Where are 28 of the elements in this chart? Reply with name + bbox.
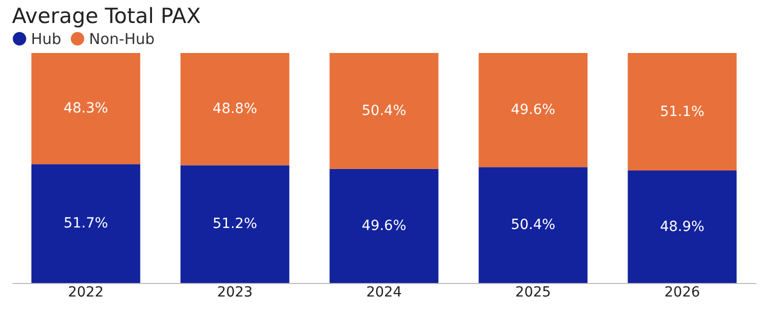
chart-title: Average Total PAX	[12, 4, 201, 28]
data-label: 51.2%	[212, 216, 258, 232]
bar	[180, 53, 290, 166]
legend-label: Non-Hub	[89, 30, 155, 48]
bar	[628, 170, 737, 283]
data-label: 48.9%	[660, 218, 704, 235]
x-tick-label: 2025	[515, 284, 551, 300]
data-label: 50.4%	[510, 217, 556, 234]
data-label: 48.3%	[64, 100, 108, 117]
x-tick-label: 2026	[664, 284, 700, 300]
bar	[478, 53, 588, 168]
x-tick-label: 2023	[217, 284, 253, 300]
legend-label: Hub	[31, 30, 62, 48]
data-label: 50.4%	[362, 102, 406, 119]
bar	[180, 165, 290, 283]
data-label: 51.7%	[64, 216, 108, 232]
data-label: 51.1%	[660, 104, 704, 120]
bar	[330, 168, 438, 283]
bar	[31, 164, 140, 283]
bar	[478, 167, 588, 283]
data-label: 49.6%	[362, 218, 406, 234]
data-label: 48.8%	[212, 101, 258, 118]
x-tick-label: 2022	[68, 284, 104, 300]
x-tick-label: 2024	[366, 284, 402, 300]
data-label: 49.6%	[510, 102, 556, 118]
bar	[330, 53, 438, 169]
bar	[31, 53, 140, 164]
bar	[628, 53, 737, 171]
